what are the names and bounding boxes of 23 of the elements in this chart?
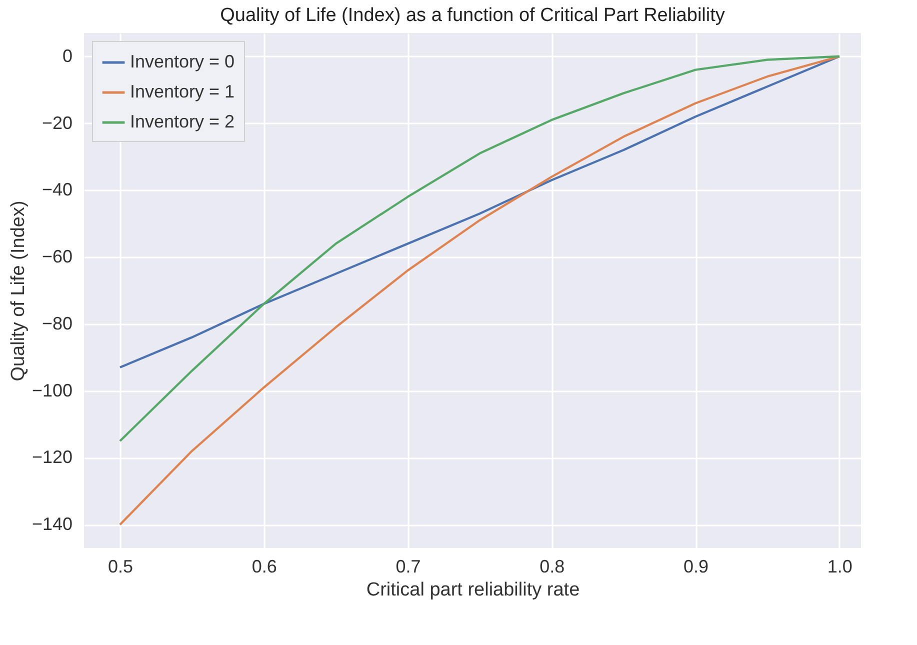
y-tick-label: −140 — [32, 514, 72, 534]
y-tick-label: −100 — [32, 380, 72, 400]
y-tick-label: −20 — [42, 112, 72, 133]
x-tick-label: 0.6 — [252, 556, 277, 576]
y-tick-label: −120 — [32, 447, 72, 468]
x-tick-label: 0.8 — [540, 556, 565, 576]
y-tick-label: −40 — [42, 180, 72, 200]
line-series — [118, 55, 841, 369]
legend-label: Inventory = 0 — [130, 52, 235, 72]
x-axis-title: Critical part reliability rate — [366, 580, 580, 600]
x-tick-label: 0.5 — [108, 556, 133, 576]
line-series — [118, 55, 841, 442]
x-tick-label: 1.0 — [827, 556, 852, 576]
y-tick-label: 0 — [62, 46, 72, 66]
legend-label: Inventory = 1 — [130, 82, 235, 102]
y-tick-label: −60 — [42, 246, 72, 267]
line-series — [118, 55, 841, 526]
y-tick-label: −80 — [42, 313, 72, 334]
y-axis-title: Quality of Life (Index) — [8, 200, 29, 382]
x-tick-label: 0.7 — [396, 556, 421, 576]
x-tick-label: 0.9 — [684, 556, 709, 576]
legend-label: Inventory = 2 — [130, 112, 235, 132]
chart-title: Quality of Life (Index) as a function of Critical Part Reliability — [220, 5, 726, 26]
